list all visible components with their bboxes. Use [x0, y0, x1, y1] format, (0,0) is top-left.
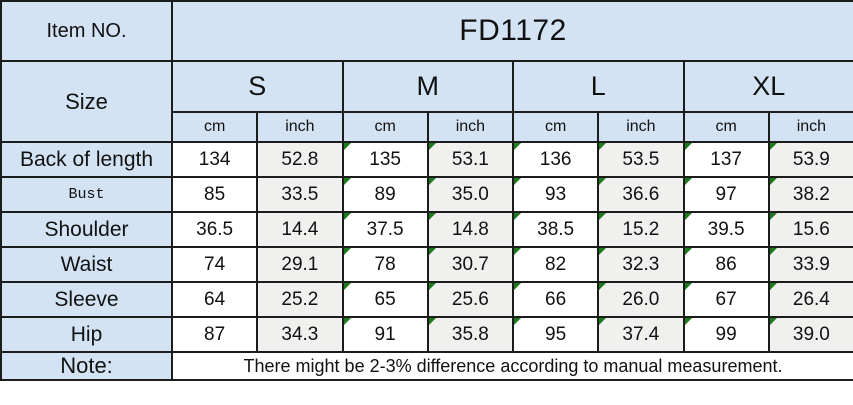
measurement-cell: 26.0: [597, 281, 685, 318]
unit-header-cm: cm: [341, 111, 429, 143]
size-header-row: Size S M L XL: [0, 60, 853, 143]
measurement-cell: 52.8: [256, 141, 344, 178]
measurement-cell: 36.6: [597, 176, 685, 213]
measurement-cell: 37.5: [341, 211, 429, 248]
size-header-l: L: [512, 60, 685, 113]
measurement-cell: 33.9: [767, 246, 853, 283]
measurement-cell: 25.2: [256, 281, 344, 318]
item-no-value: FD1172: [170, 0, 853, 62]
unit-header-cm: cm: [682, 111, 770, 143]
measurement-row: Shoulder 36.5 14.4 37.5 14.8 38.5 15.2 39.5 15.6: [0, 211, 853, 248]
measurement-cell: 37.4: [597, 316, 685, 353]
item-no-label: Item NO.: [0, 0, 173, 62]
measurement-row-label: Sleeve: [0, 281, 173, 318]
measurement-cell: 36.5: [170, 211, 259, 248]
measurement-cell: 14.8: [426, 211, 515, 248]
measurement-cell: 85: [170, 176, 259, 213]
unit-header-cm: cm: [170, 111, 259, 143]
note-row: Note: There might be 2-3% difference acc…: [0, 351, 853, 381]
measurement-cell: 30.7: [426, 246, 515, 283]
measurement-cell: 14.4: [256, 211, 344, 248]
measurement-row: Back of length 134 52.8 135 53.1 136 53.5 137 53…: [0, 141, 853, 178]
measurement-cell: 99: [682, 316, 770, 353]
measurement-cell: 97: [682, 176, 770, 213]
measurement-cell: 82: [511, 246, 600, 283]
measurement-cell: 91: [341, 316, 429, 353]
measurement-cell: 29.1: [256, 246, 344, 283]
unit-header-inch: inch: [426, 111, 515, 143]
measurement-cell: 25.6: [426, 281, 515, 318]
measurement-cell: 87: [170, 316, 259, 353]
measurement-cell: 67: [682, 281, 770, 318]
measurement-cell: 39.0: [767, 316, 853, 353]
measurement-cell: 93: [511, 176, 600, 213]
size-chart-body: Item NO. FD1172 Size S M L XL cm inch cm…: [0, 0, 853, 381]
measurement-cell: 33.5: [256, 176, 344, 213]
measurement-cell: 95: [511, 316, 600, 353]
measurement-row-label: Bust: [0, 176, 173, 213]
note-label: Note:: [0, 351, 173, 381]
size-header-s: S: [171, 60, 344, 113]
measurement-cell: 86: [682, 246, 770, 283]
size-chart-table: Item NO. FD1172 Size S M L XL cm inch cm…: [0, 0, 853, 381]
size-label: Size: [0, 60, 173, 143]
size-header-m: M: [341, 60, 514, 113]
measurement-row: Hip 87 34.3 91 35.8 95 37.4 99 39.0: [0, 316, 853, 353]
measurement-cell: 136: [511, 141, 600, 178]
measurement-cell: 38.5: [511, 211, 600, 248]
measurement-cell: 53.5: [597, 141, 685, 178]
measurement-row-label: Back of length: [0, 141, 173, 178]
measurement-cell: 135: [341, 141, 429, 178]
measurement-cell: 78: [341, 246, 429, 283]
measurement-cell: 15.2: [597, 211, 685, 248]
measurement-cell: 34.3: [256, 316, 344, 353]
item-no-row: Item NO. FD1172: [0, 0, 853, 62]
unit-header-inch: inch: [597, 111, 685, 143]
measurement-cell: 15.6: [767, 211, 853, 248]
note-text: There might be 2-3% difference according…: [170, 351, 853, 381]
measurement-cell: 66: [511, 281, 600, 318]
measurement-row-label: Shoulder: [0, 211, 173, 248]
size-header-xl: XL: [682, 60, 853, 113]
measurement-cell: 53.9: [767, 141, 853, 178]
measurement-cell: 38.2: [767, 176, 853, 213]
measurement-cell: 35.8: [426, 316, 515, 353]
measurement-cell: 32.3: [597, 246, 685, 283]
measurement-cell: 74: [170, 246, 259, 283]
measurement-cell: 134: [170, 141, 259, 178]
measurement-cell: 53.1: [426, 141, 515, 178]
unit-header-inch: inch: [767, 111, 853, 143]
measurement-cell: 89: [341, 176, 429, 213]
unit-header-cm: cm: [511, 111, 600, 143]
measurement-cell: 64: [170, 281, 259, 318]
measurement-cell: 26.4: [767, 281, 853, 318]
measurement-row: Sleeve 64 25.2 65 25.6 66 26.0 67 26.4: [0, 281, 853, 318]
measurement-row-label: Hip: [0, 316, 173, 353]
measurement-cell: 137: [682, 141, 770, 178]
measurement-cell: 65: [341, 281, 429, 318]
unit-header-inch: inch: [256, 111, 344, 143]
measurement-row: Waist 74 29.1 78 30.7 82 32.3 86 33.9: [0, 246, 853, 283]
measurement-row: Bust 85 33.5 89 35.0 93 36.6 97 38.2: [0, 176, 853, 213]
measurement-row-label: Waist: [0, 246, 173, 283]
unit-header-row: cm inch cm inch cm inch cm inch: [1, 111, 853, 143]
measurement-cell: 35.0: [426, 176, 515, 213]
measurement-cell: 39.5: [682, 211, 770, 248]
